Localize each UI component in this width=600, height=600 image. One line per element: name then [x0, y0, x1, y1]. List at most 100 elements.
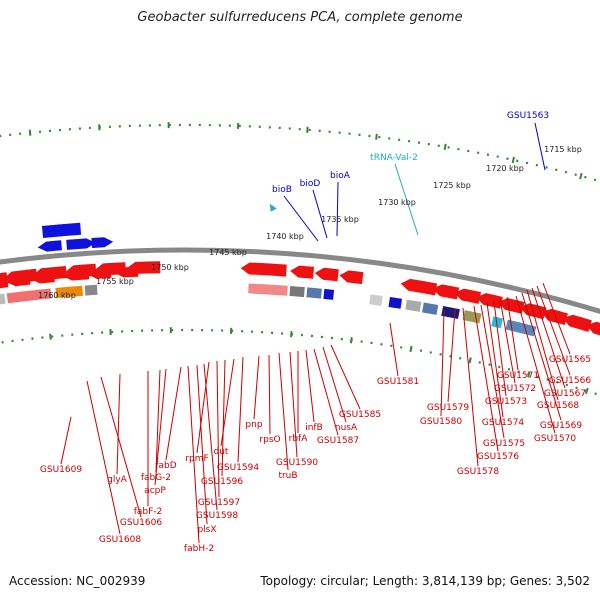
bottom-gene-label[interactable]: truB	[278, 471, 297, 481]
bottom-gene-label[interactable]: GSU1578	[457, 467, 499, 477]
gene-block[interactable]	[289, 285, 305, 298]
bottom-gene-label[interactable]: fabH-2	[184, 544, 214, 554]
bio-gene-arrow[interactable]	[66, 238, 96, 250]
bottom-gene-label[interactable]: pnp	[245, 420, 262, 430]
gene-block[interactable]	[369, 294, 383, 306]
top-gene-label[interactable]: GSU1563	[507, 111, 549, 121]
bottom-gene-label[interactable]: GSU1606	[120, 518, 162, 528]
bottom-gene-label[interactable]: GSU1608	[99, 535, 141, 545]
gene-arrow[interactable]	[240, 262, 287, 277]
gene-arrow[interactable]	[6, 274, 31, 287]
bottom-gene-label[interactable]: GSU1576	[477, 452, 519, 462]
leader-line	[100, 376, 142, 518]
bottom-gene-label[interactable]: GSU1580	[420, 417, 462, 427]
leader-line	[305, 349, 315, 423]
gene-block[interactable]	[323, 288, 335, 300]
bottom-gene-label[interactable]: infB	[305, 423, 323, 433]
gene-arrow[interactable]	[586, 321, 600, 339]
bio-gene-arrow[interactable]	[91, 237, 114, 249]
kbp-label: 1715 kbp	[544, 145, 582, 154]
top-gene-label[interactable]: bioD	[300, 179, 321, 189]
leader-line	[394, 163, 419, 236]
ruler-tick	[409, 345, 413, 353]
top-gene-label[interactable]: tRNA-Val-2	[370, 153, 418, 163]
leader-line	[313, 348, 339, 436]
gene-arrow[interactable]	[432, 284, 460, 300]
bottom-gene-label[interactable]: fabF-2	[134, 507, 163, 517]
leader-line	[515, 295, 556, 434]
bottom-gene-label[interactable]: nusA	[335, 423, 358, 433]
top-gene-label[interactable]: bioA	[330, 171, 351, 181]
bottom-gene-label[interactable]: GSU1567	[544, 389, 586, 399]
trna-marker[interactable]	[269, 203, 277, 212]
gene-block[interactable]	[6, 288, 52, 304]
gene-arrow[interactable]	[114, 266, 139, 278]
bottom-gene-label[interactable]: GSU1585	[339, 410, 381, 420]
bottom-gene-label[interactable]: GSU1569	[540, 421, 582, 431]
bottom-gene-label[interactable]: rpsO	[259, 435, 280, 445]
gene-block[interactable]	[0, 293, 6, 307]
bottom-gene-label[interactable]: GSU1568	[537, 401, 579, 411]
gene-block[interactable]	[306, 287, 322, 299]
gene-arrow[interactable]	[62, 269, 90, 281]
gene-features[interactable]	[0, 203, 600, 418]
bottom-gene-label[interactable]: rpmF	[185, 454, 208, 464]
gene-arrow[interactable]	[400, 278, 438, 296]
bottom-gene-label[interactable]: fabG-2	[141, 473, 171, 483]
gene-block[interactable]	[491, 316, 503, 329]
ruler-tick	[584, 387, 589, 395]
bottom-gene-label[interactable]: glyA	[107, 475, 128, 485]
kbp-label: 1725 kbp	[433, 181, 471, 190]
bottom-gene-label[interactable]: GSU1587	[317, 436, 359, 446]
gene-block[interactable]	[84, 284, 98, 296]
gene-arrow[interactable]	[31, 272, 55, 284]
gene-arrow[interactable]	[454, 288, 482, 304]
leader-line	[203, 363, 218, 511]
bottom-gene-label[interactable]: GSU1573	[485, 397, 527, 407]
bottom-gene-label[interactable]: GSU1598	[196, 511, 238, 521]
top-gene-label[interactable]: bioB	[272, 185, 292, 195]
bottom-gene-label[interactable]: acpP	[144, 486, 166, 496]
bottom-gene-label[interactable]: GSU1566	[549, 376, 591, 386]
bottom-gene-label[interactable]: GSU1590	[276, 458, 318, 468]
gene-arrow[interactable]	[290, 265, 315, 279]
bottom-gene-label[interactable]: dut	[214, 447, 229, 457]
gene-block[interactable]	[405, 299, 422, 312]
gene-arrow[interactable]	[476, 293, 503, 309]
gene-arrow[interactable]	[87, 267, 112, 279]
leader-line	[526, 289, 559, 401]
bottom-gene-label[interactable]: GSU1571	[497, 371, 539, 381]
kbp-label: 1750 kbp	[151, 263, 189, 272]
gene-block[interactable]	[462, 310, 482, 324]
gene-block[interactable]	[55, 285, 83, 298]
bottom-gene-label[interactable]: GSU1597	[198, 498, 240, 508]
top-gene-labels[interactable]: GSU1563 tRNA-Val-2 bioA bioD bioB	[272, 111, 549, 195]
bottom-gene-label[interactable]: GSU1596	[201, 477, 243, 487]
bottom-gene-label[interactable]: plsX	[197, 525, 216, 535]
gene-arrow[interactable]	[314, 267, 339, 282]
bottom-gene-label[interactable]: GSU1579	[427, 403, 469, 413]
bottom-gene-label[interactable]: GSU1594	[217, 463, 259, 473]
gene-block[interactable]	[248, 283, 288, 296]
gene-arrow[interactable]	[541, 308, 568, 326]
bottom-gene-label[interactable]: GSU1581	[377, 377, 419, 387]
bottom-gene-label[interactable]: fabD	[155, 461, 176, 471]
bottom-gene-label[interactable]: GSU1575	[483, 439, 525, 449]
bio-gene-block[interactable]	[41, 222, 82, 238]
gene-arrow[interactable]	[339, 270, 364, 285]
gene-arrow[interactable]	[562, 314, 592, 332]
ruler-tick	[49, 333, 52, 340]
gene-arrow[interactable]	[0, 277, 9, 289]
bottom-gene-label[interactable]: GSU1570	[534, 434, 576, 444]
bottom-gene-labels[interactable]: GSU1565 GSU1566 GSU1567 GSU1568 GSU1569 GSU15…	[40, 355, 591, 554]
bio-gene-arrow[interactable]	[37, 240, 62, 252]
bottom-gene-label[interactable]: GSU1572	[494, 384, 536, 394]
bottom-gene-label[interactable]: rbfA	[289, 434, 309, 444]
bottom-gene-label[interactable]: GSU1609	[40, 465, 82, 475]
bottom-gene-label[interactable]: GSU1565	[549, 355, 591, 365]
leader-line	[278, 352, 289, 471]
gene-block[interactable]	[422, 302, 439, 315]
gene-block[interactable]	[388, 297, 403, 309]
bottom-gene-label[interactable]: GSU1574	[482, 418, 524, 428]
gene-block[interactable]	[505, 319, 537, 337]
